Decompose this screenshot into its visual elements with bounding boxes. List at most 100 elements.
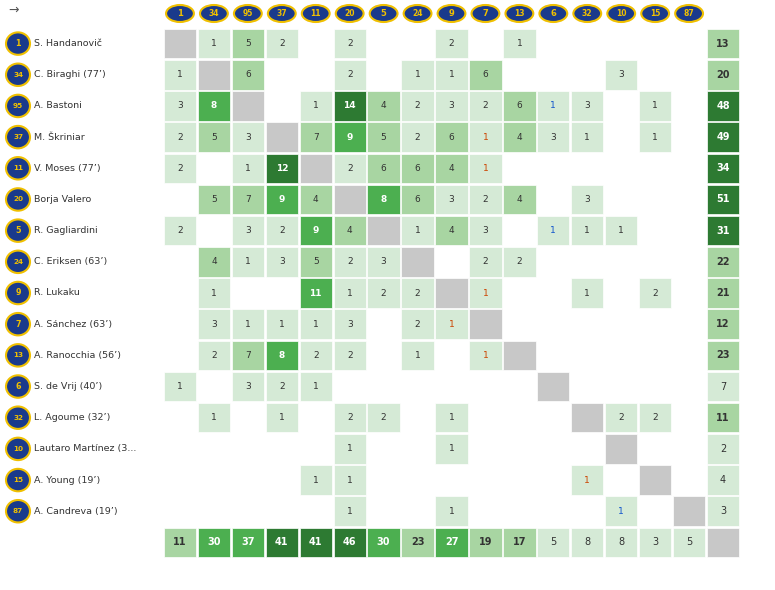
Text: 2: 2 bbox=[483, 101, 488, 110]
FancyBboxPatch shape bbox=[605, 496, 637, 526]
Text: 13: 13 bbox=[514, 9, 525, 18]
Text: 34: 34 bbox=[208, 9, 219, 18]
Text: 1: 1 bbox=[279, 413, 284, 422]
FancyBboxPatch shape bbox=[333, 496, 366, 526]
Text: 1: 1 bbox=[483, 164, 488, 173]
FancyBboxPatch shape bbox=[232, 185, 264, 214]
Text: 2: 2 bbox=[449, 39, 454, 48]
Text: S. Handanovič: S. Handanovič bbox=[34, 39, 102, 48]
Ellipse shape bbox=[6, 219, 30, 242]
Text: 5: 5 bbox=[686, 537, 692, 548]
Text: 1: 1 bbox=[415, 70, 420, 79]
Ellipse shape bbox=[641, 5, 669, 22]
Text: 3: 3 bbox=[279, 257, 284, 266]
Text: 1: 1 bbox=[618, 226, 624, 235]
FancyBboxPatch shape bbox=[164, 372, 196, 401]
Text: 3: 3 bbox=[550, 133, 556, 142]
Ellipse shape bbox=[608, 5, 636, 22]
FancyBboxPatch shape bbox=[300, 185, 332, 214]
Ellipse shape bbox=[166, 5, 194, 22]
Ellipse shape bbox=[234, 5, 262, 22]
Text: 11: 11 bbox=[174, 537, 187, 548]
Text: C. Biraghi (77’): C. Biraghi (77’) bbox=[34, 70, 105, 79]
Text: 6: 6 bbox=[381, 164, 387, 173]
Text: 34: 34 bbox=[13, 72, 23, 78]
FancyBboxPatch shape bbox=[401, 153, 434, 183]
FancyBboxPatch shape bbox=[401, 309, 434, 339]
Text: 6: 6 bbox=[483, 70, 488, 79]
FancyBboxPatch shape bbox=[266, 122, 298, 152]
Text: 2: 2 bbox=[618, 413, 624, 422]
Ellipse shape bbox=[6, 375, 30, 398]
FancyBboxPatch shape bbox=[436, 434, 467, 464]
Text: 2: 2 bbox=[279, 226, 284, 235]
Text: 2: 2 bbox=[415, 101, 420, 110]
FancyBboxPatch shape bbox=[436, 496, 467, 526]
FancyBboxPatch shape bbox=[367, 91, 400, 121]
Text: 10: 10 bbox=[13, 446, 23, 452]
FancyBboxPatch shape bbox=[232, 247, 264, 277]
Text: 1: 1 bbox=[483, 133, 488, 142]
Text: 1: 1 bbox=[550, 101, 556, 110]
Text: 6: 6 bbox=[16, 382, 21, 391]
Text: 49: 49 bbox=[716, 132, 730, 142]
Ellipse shape bbox=[6, 407, 30, 429]
Text: 17: 17 bbox=[512, 537, 526, 548]
Text: 6: 6 bbox=[550, 9, 556, 18]
Text: 3: 3 bbox=[245, 133, 251, 142]
Text: 1: 1 bbox=[245, 257, 251, 266]
FancyBboxPatch shape bbox=[333, 91, 366, 121]
Ellipse shape bbox=[404, 5, 432, 22]
FancyBboxPatch shape bbox=[164, 29, 196, 58]
FancyBboxPatch shape bbox=[537, 122, 570, 152]
FancyBboxPatch shape bbox=[367, 278, 400, 308]
FancyBboxPatch shape bbox=[232, 91, 264, 121]
Text: 2: 2 bbox=[381, 289, 387, 297]
FancyBboxPatch shape bbox=[605, 60, 637, 90]
Text: 1: 1 bbox=[245, 164, 251, 173]
Text: 3: 3 bbox=[245, 382, 251, 391]
Text: 3: 3 bbox=[177, 101, 183, 110]
Text: 8: 8 bbox=[211, 101, 217, 110]
FancyBboxPatch shape bbox=[470, 247, 501, 277]
FancyBboxPatch shape bbox=[707, 247, 739, 277]
Text: A. Candreva (19’): A. Candreva (19’) bbox=[34, 507, 118, 516]
Text: 2: 2 bbox=[483, 257, 488, 266]
Text: 46: 46 bbox=[343, 537, 356, 548]
FancyBboxPatch shape bbox=[707, 278, 739, 308]
FancyBboxPatch shape bbox=[266, 309, 298, 339]
Text: 15: 15 bbox=[13, 477, 23, 483]
FancyBboxPatch shape bbox=[503, 340, 536, 370]
Text: 24: 24 bbox=[13, 259, 23, 265]
FancyBboxPatch shape bbox=[503, 185, 536, 214]
Text: 37: 37 bbox=[241, 537, 255, 548]
Text: 6: 6 bbox=[516, 101, 522, 110]
Text: 2: 2 bbox=[347, 351, 353, 360]
FancyBboxPatch shape bbox=[470, 91, 501, 121]
FancyBboxPatch shape bbox=[401, 216, 434, 245]
Text: 20: 20 bbox=[716, 70, 730, 80]
Text: 1: 1 bbox=[279, 320, 284, 329]
Text: 9: 9 bbox=[312, 226, 319, 235]
FancyBboxPatch shape bbox=[300, 247, 332, 277]
Text: 11: 11 bbox=[13, 165, 23, 171]
Text: 3: 3 bbox=[652, 537, 658, 548]
Text: 1: 1 bbox=[177, 382, 183, 391]
Text: 14: 14 bbox=[343, 101, 356, 110]
Text: 1: 1 bbox=[483, 351, 488, 360]
FancyBboxPatch shape bbox=[164, 60, 196, 90]
Text: 1: 1 bbox=[346, 507, 353, 516]
Text: 1: 1 bbox=[618, 507, 624, 516]
FancyBboxPatch shape bbox=[401, 247, 434, 277]
FancyBboxPatch shape bbox=[436, 122, 467, 152]
FancyBboxPatch shape bbox=[436, 60, 467, 90]
Text: 12: 12 bbox=[716, 319, 730, 329]
Text: 8: 8 bbox=[618, 537, 625, 548]
Text: 2: 2 bbox=[517, 257, 522, 266]
Text: 2: 2 bbox=[177, 164, 183, 173]
Ellipse shape bbox=[6, 188, 30, 211]
Text: 20: 20 bbox=[344, 9, 355, 18]
FancyBboxPatch shape bbox=[401, 60, 434, 90]
FancyBboxPatch shape bbox=[436, 309, 467, 339]
FancyBboxPatch shape bbox=[436, 278, 467, 308]
